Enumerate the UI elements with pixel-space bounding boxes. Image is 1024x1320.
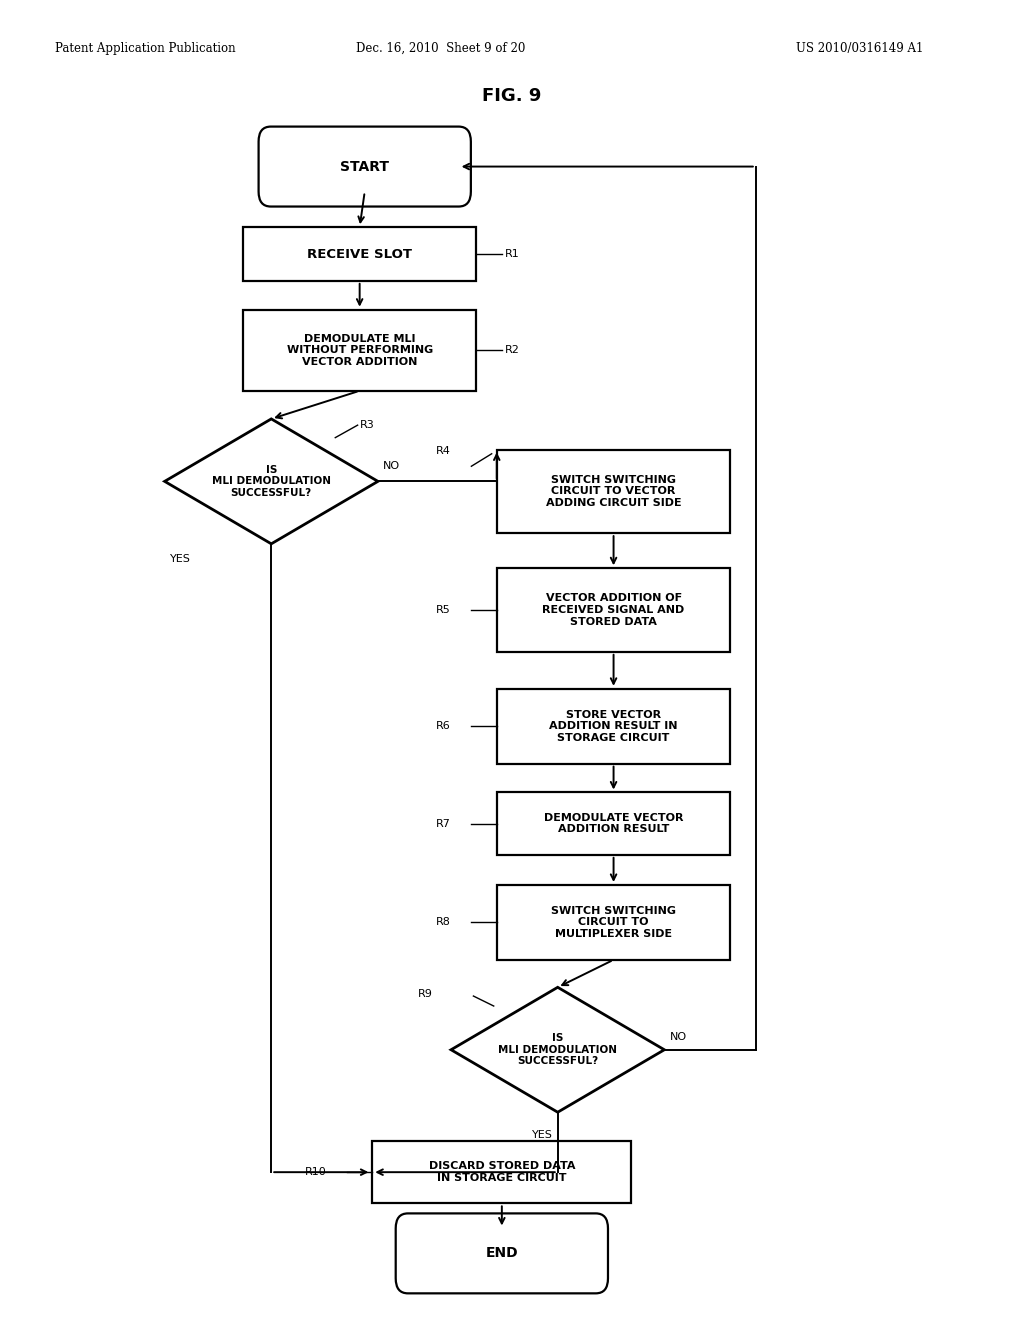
Text: Patent Application Publication: Patent Application Publication (55, 42, 236, 55)
Text: IS
MLI DEMODULATION
SUCCESSFUL?: IS MLI DEMODULATION SUCCESSFUL? (212, 465, 331, 498)
Text: Dec. 16, 2010  Sheet 9 of 20: Dec. 16, 2010 Sheet 9 of 20 (356, 42, 525, 55)
Text: R2: R2 (505, 346, 520, 355)
Text: YES: YES (531, 1130, 553, 1139)
FancyBboxPatch shape (243, 310, 476, 391)
FancyBboxPatch shape (373, 1140, 632, 1204)
Polygon shape (165, 418, 378, 544)
Text: DEMODULATE MLI
WITHOUT PERFORMING
VECTOR ADDITION: DEMODULATE MLI WITHOUT PERFORMING VECTOR… (287, 334, 433, 367)
FancyBboxPatch shape (497, 884, 730, 960)
Text: VECTOR ADDITION OF
RECEIVED SIGNAL AND
STORED DATA: VECTOR ADDITION OF RECEIVED SIGNAL AND S… (543, 594, 685, 627)
Text: NO: NO (670, 1032, 686, 1043)
Text: R7: R7 (436, 818, 451, 829)
Text: RECEIVE SLOT: RECEIVE SLOT (307, 248, 412, 260)
Text: R4: R4 (436, 446, 451, 457)
Text: NO: NO (383, 462, 400, 471)
Text: FIG. 9: FIG. 9 (482, 87, 542, 106)
Polygon shape (451, 987, 665, 1113)
Text: US 2010/0316149 A1: US 2010/0316149 A1 (797, 42, 924, 55)
Text: SWITCH SWITCHING
CIRCUIT TO
MULTIPLEXER SIDE: SWITCH SWITCHING CIRCUIT TO MULTIPLEXER … (551, 906, 676, 939)
Text: R10: R10 (305, 1167, 327, 1177)
Text: R8: R8 (436, 917, 451, 928)
Text: DISCARD STORED DATA
IN STORAGE CIRCUIT: DISCARD STORED DATA IN STORAGE CIRCUIT (429, 1162, 575, 1183)
Text: R5: R5 (436, 605, 451, 615)
FancyBboxPatch shape (497, 792, 730, 855)
Text: STORE VECTOR
ADDITION RESULT IN
STORAGE CIRCUIT: STORE VECTOR ADDITION RESULT IN STORAGE … (549, 710, 678, 743)
Text: SWITCH SWITCHING
CIRCUIT TO VECTOR
ADDING CIRCUIT SIDE: SWITCH SWITCHING CIRCUIT TO VECTOR ADDIN… (546, 475, 681, 508)
Text: R6: R6 (436, 721, 451, 731)
Text: END: END (485, 1246, 518, 1261)
FancyBboxPatch shape (497, 450, 730, 533)
Text: R1: R1 (505, 249, 519, 259)
Text: R3: R3 (359, 420, 375, 430)
Text: R9: R9 (418, 989, 433, 998)
Text: IS
MLI DEMODULATION
SUCCESSFUL?: IS MLI DEMODULATION SUCCESSFUL? (499, 1034, 617, 1067)
Text: START: START (340, 160, 389, 173)
FancyBboxPatch shape (243, 227, 476, 281)
FancyBboxPatch shape (497, 689, 730, 764)
Text: YES: YES (170, 554, 190, 564)
FancyBboxPatch shape (395, 1213, 608, 1294)
FancyBboxPatch shape (497, 568, 730, 652)
FancyBboxPatch shape (259, 127, 471, 206)
Text: DEMODULATE VECTOR
ADDITION RESULT: DEMODULATE VECTOR ADDITION RESULT (544, 813, 683, 834)
